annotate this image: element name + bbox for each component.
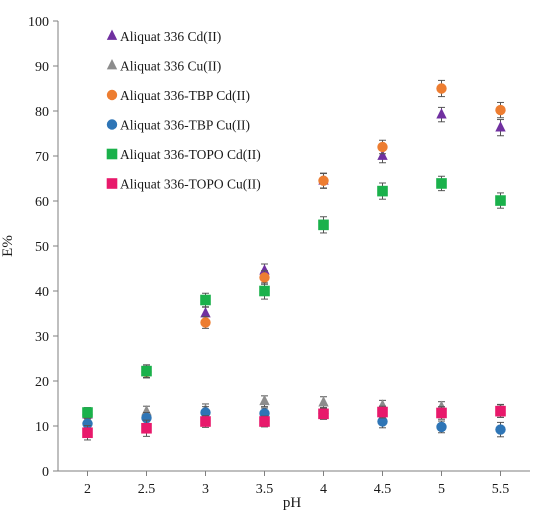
legend-marker — [106, 119, 118, 130]
data-point — [259, 394, 270, 406]
data-point — [200, 416, 211, 427]
data-point — [259, 416, 270, 427]
y-tick-label: 90 — [35, 60, 49, 75]
y-tick-label: 70 — [35, 150, 49, 165]
legend-item: Aliquat 336-TOPO Cu(II) — [106, 177, 261, 192]
y-tick-label: 80 — [35, 105, 49, 120]
y-tick-label: 10 — [35, 420, 49, 435]
y-tick-label: 100 — [28, 15, 49, 30]
data-point — [82, 427, 93, 439]
y-tick-label: 50 — [35, 240, 49, 255]
data-point — [495, 195, 506, 206]
legend-label: Aliquat 336-TBP Cd(II) — [120, 88, 250, 103]
legend-label: Aliquat 336-TBP Cu(II) — [120, 118, 250, 133]
y-tick-label: 30 — [35, 330, 49, 345]
data-point — [495, 104, 506, 116]
data-point — [259, 264, 270, 275]
legend-item: Aliquat 336-TBP Cu(II) — [106, 118, 250, 133]
data-point — [141, 365, 152, 377]
y-tick-label: 0 — [42, 465, 49, 480]
data-point — [436, 83, 447, 94]
legend-item: Aliquat 336-TBP Cd(II) — [106, 88, 250, 103]
data-point — [436, 178, 447, 189]
data-point — [436, 421, 447, 433]
data-point — [436, 108, 447, 119]
legend-item: Aliquat 336-TOPO Cd(II) — [106, 147, 261, 162]
legend-item: Aliquat 336 Cu(II) — [106, 59, 221, 74]
legend-marker — [106, 89, 118, 101]
x-tick-label: 3.5 — [256, 482, 274, 497]
legend-label: Aliquat 336 Cu(II) — [120, 59, 221, 74]
series-6 — [82, 404, 506, 441]
y-axis-title: E% — [0, 235, 16, 257]
data-point — [82, 418, 93, 429]
series-5 — [82, 175, 506, 418]
legend-item: Aliquat 336 Cd(II) — [106, 29, 221, 44]
legend-label: Aliquat 336-TOPO Cd(II) — [120, 147, 261, 162]
data-point — [318, 408, 329, 420]
x-tick-label: 4 — [320, 482, 327, 497]
y-tick-label: 20 — [35, 375, 49, 390]
legend-label: Aliquat 336-TOPO Cu(II) — [120, 177, 261, 192]
data-point — [436, 407, 447, 419]
data-point — [200, 407, 211, 418]
legend-marker — [106, 29, 118, 40]
x-tick-label: 2.5 — [138, 482, 156, 497]
data-point — [259, 272, 270, 283]
data-point — [495, 405, 506, 417]
data-point — [495, 424, 506, 435]
data-point — [141, 422, 152, 434]
data-point — [377, 141, 388, 153]
data-point — [318, 175, 329, 186]
plot-area: 0 10 20 30 40 50 60 70 80 90 100 2 2.5 3 3.5 4 4.5 5 5.5 — [28, 15, 530, 497]
data-point — [377, 406, 388, 418]
x-tick-label: 5 — [438, 482, 445, 497]
legend: Aliquat 336 Cd(II) Aliquat 336 Cu(II) Aliq… — [106, 29, 261, 192]
legend-label: Aliquat 336 Cd(II) — [120, 29, 221, 44]
data-point — [377, 416, 388, 427]
x-tick-label: 5.5 — [492, 482, 510, 497]
data-point — [200, 294, 211, 306]
x-axis-title: pH — [283, 495, 302, 511]
y-tick-label: 60 — [35, 195, 49, 210]
legend-marker — [106, 178, 118, 189]
data-point — [259, 285, 270, 297]
x-tick-label: 3 — [202, 482, 209, 497]
x-tick-label: 4.5 — [374, 482, 392, 497]
data-point — [200, 307, 211, 318]
y-tick-label: 40 — [35, 285, 49, 300]
data-point — [495, 121, 506, 132]
data-point — [82, 407, 93, 418]
data-point — [318, 219, 329, 231]
data-point — [377, 185, 388, 197]
data-point — [318, 396, 329, 407]
legend-marker — [106, 59, 118, 70]
data-point — [200, 317, 211, 328]
legend-marker — [106, 148, 118, 160]
data-point — [377, 149, 388, 160]
x-tick-label: 2 — [84, 482, 91, 497]
